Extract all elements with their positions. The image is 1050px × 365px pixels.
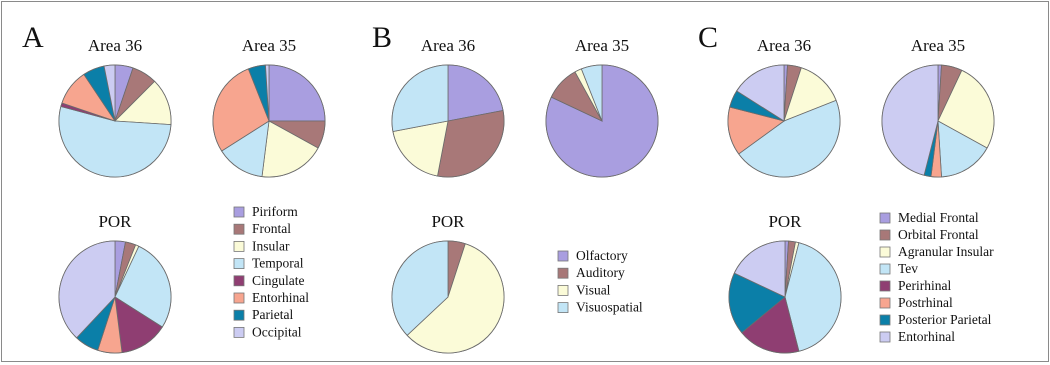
legend-swatch — [557, 302, 569, 314]
pie-slice — [265, 64, 270, 122]
legend-swatch — [233, 309, 245, 321]
pie-slice — [784, 242, 842, 352]
legend-label: Entorhinal — [252, 290, 309, 305]
legend-swatch — [233, 292, 245, 304]
legend-label: Visual — [576, 282, 611, 297]
pie-slice — [741, 296, 800, 354]
legend-swatch — [879, 263, 891, 275]
chart-title: Area 35 — [242, 36, 296, 55]
legend-label: Temporal — [252, 256, 304, 271]
legend-label: Piriform — [252, 204, 298, 219]
legend-label: Insular — [252, 238, 290, 253]
pie-slice — [881, 64, 939, 176]
legend-swatch — [879, 280, 891, 292]
legend-label: Olfactory — [576, 248, 628, 263]
legend-swatch — [879, 331, 891, 343]
legend: Olfactory Auditory Visual Visuospatial — [557, 248, 643, 315]
pie-slice — [58, 240, 116, 339]
legend: Medial Frontal Orbital Frontal Agranular I… — [879, 210, 994, 344]
pie-slice — [738, 99, 841, 178]
pie-slice — [391, 240, 449, 336]
pie-slice — [268, 64, 326, 122]
panel-letter-b: B — [372, 21, 392, 54]
legend-label: Perirhinal — [898, 278, 951, 293]
pie-chart — [391, 64, 505, 178]
legend-swatch — [879, 246, 891, 258]
pie-chart — [58, 240, 172, 354]
legend-swatch — [557, 250, 569, 262]
legend-label: Parietal — [252, 307, 293, 322]
legend-swatch — [879, 297, 891, 309]
pie-slice — [447, 64, 504, 122]
legend-swatch — [233, 258, 245, 270]
chart-title: POR — [768, 212, 802, 231]
chart-title: Area 36 — [757, 36, 811, 55]
legend-label: Posterior Parietal — [898, 312, 992, 327]
pie-chart — [728, 240, 842, 354]
legend-swatch — [233, 206, 245, 218]
legend-label: Tev — [898, 261, 918, 276]
pie-slice — [58, 106, 172, 178]
legend: Piriform Frontal Insular Temporal Cingulate E… — [233, 204, 309, 339]
chart-title: Area 36 — [88, 36, 142, 55]
pie-slice — [261, 120, 319, 178]
legend-label: Occipital — [252, 324, 302, 339]
legend-swatch — [879, 229, 891, 241]
chart-title: Area 35 — [575, 36, 629, 55]
legend-swatch — [557, 284, 569, 296]
chart-title: Area 35 — [911, 36, 965, 55]
pie-chart-figure: A B C Area 36 Area 35 POR Area 36 Area 3… — [22, 21, 995, 354]
panel-letter-c: C — [698, 21, 718, 54]
pie-slice — [406, 243, 505, 354]
pie-slice — [114, 245, 172, 328]
pie-chart — [212, 64, 326, 178]
pie-slice — [391, 64, 449, 132]
legend-label: Postrhinal — [898, 295, 953, 310]
legend-swatch — [879, 314, 891, 326]
legend-label: Auditory — [576, 265, 625, 280]
pie-chart — [881, 64, 995, 178]
legend-swatch — [233, 240, 245, 252]
legend-swatch — [557, 267, 569, 279]
legend-label: Frontal — [252, 221, 291, 236]
pie-slice — [736, 64, 785, 122]
pie-slice — [437, 110, 505, 178]
legend-label: Medial Frontal — [898, 210, 979, 225]
legend-swatch — [233, 223, 245, 235]
legend-label: Orbital Frontal — [898, 227, 979, 242]
legend-label: Entorhinal — [898, 329, 955, 344]
legend-swatch — [233, 326, 245, 338]
pie-slice — [212, 68, 270, 152]
pie-slice — [580, 64, 603, 122]
pie-slice — [733, 240, 786, 298]
pie-slice — [728, 272, 786, 334]
pie-chart — [391, 240, 505, 354]
chart-title: Area 36 — [421, 36, 475, 55]
pie-slice — [545, 64, 659, 178]
chart-title: POR — [98, 212, 132, 231]
pie-chart — [545, 64, 659, 178]
legend-label: Cingulate — [252, 273, 305, 288]
pie-slice — [937, 120, 988, 178]
chart-title: POR — [431, 212, 465, 231]
pie-slice — [392, 120, 449, 177]
legend-swatch — [233, 275, 245, 287]
pie-slice — [103, 64, 116, 122]
panel-letter-a: A — [22, 21, 44, 54]
legend-label: Visuospatial — [576, 300, 643, 315]
pie-chart — [727, 64, 841, 178]
legend-swatch — [879, 212, 891, 224]
legend-label: Agranular Insular — [898, 244, 994, 259]
pie-chart — [58, 64, 172, 178]
